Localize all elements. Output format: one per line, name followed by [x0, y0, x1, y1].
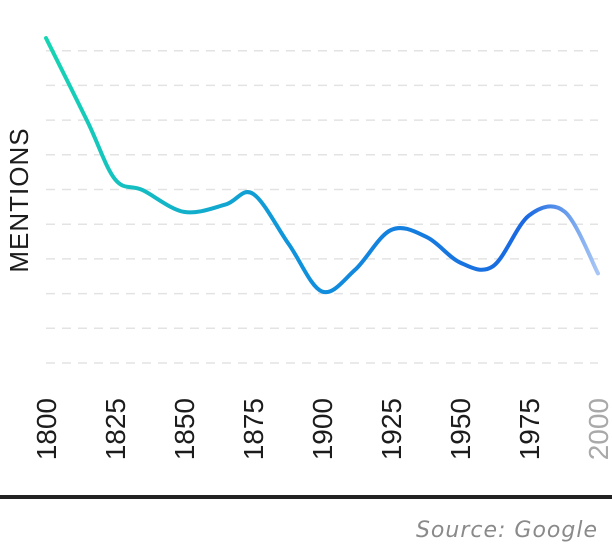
x-tick-label: 1950: [445, 398, 476, 460]
series-line: [44, 36, 600, 295]
grid-lines: [46, 49, 598, 364]
y-axis-label: MENTIONS: [4, 127, 34, 272]
x-tick-label: 1800: [31, 398, 62, 460]
source-note: Source: Google: [416, 518, 598, 543]
x-tick-label: 2000: [583, 398, 612, 460]
x-tick-label: 1925: [376, 398, 407, 460]
x-tick-label: 1850: [169, 398, 200, 460]
x-tick-label: 1975: [514, 398, 545, 460]
x-tick-label: 1825: [100, 398, 131, 460]
x-tick-label: 1875: [238, 398, 269, 460]
x-axis-ticks: 1800 1825 1850 1875 1900 1925 1950 1975 2000: [31, 398, 612, 460]
x-tick-label: 1900: [307, 398, 338, 460]
